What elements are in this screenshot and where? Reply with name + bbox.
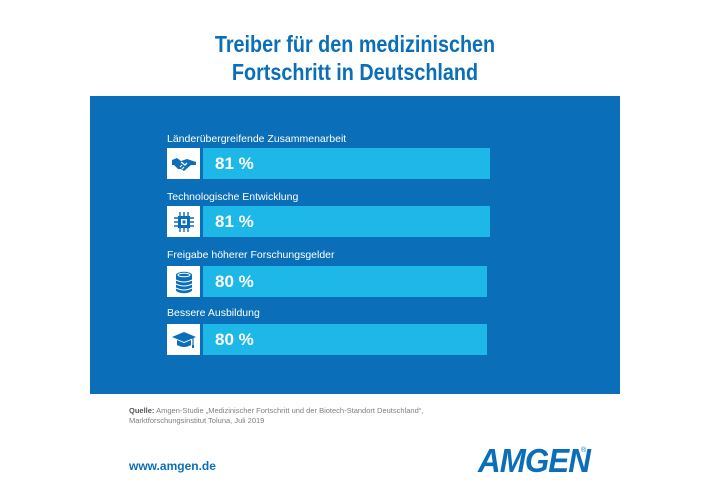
chart-title-line-2: Fortschritt in Deutschland bbox=[231, 59, 479, 85]
bar-2 bbox=[203, 266, 487, 297]
bar-1 bbox=[203, 206, 490, 237]
category-label: Bessere Ausbildung bbox=[167, 307, 260, 319]
bar-value-label: 81 % bbox=[215, 211, 254, 231]
source-label: Quelle: bbox=[129, 406, 155, 415]
chart-title-line-1: Treiber für den medizinischen bbox=[214, 31, 496, 57]
bar-3 bbox=[203, 324, 487, 355]
category-label: Freigabe höherer Forschungsgelder bbox=[167, 249, 335, 261]
chart-panel: Länderübergreifende Zusammenarbeit 81 % … bbox=[90, 96, 620, 394]
graduation-cap-icon bbox=[167, 324, 200, 355]
registered-mark: ® bbox=[581, 447, 587, 454]
bar-value-label: 81 % bbox=[215, 153, 254, 173]
microchip-icon bbox=[167, 206, 200, 237]
coins-icon bbox=[167, 266, 200, 297]
amgen-logo: AMGEN bbox=[478, 442, 591, 479]
website-link[interactable]: www.amgen.de bbox=[129, 459, 216, 473]
category-label: Technologische Entwicklung bbox=[167, 191, 299, 203]
bar-value-label: 80 % bbox=[215, 271, 254, 291]
bar-value-label: 80 % bbox=[215, 329, 254, 349]
chart-title: Treiber für den medizinischen Fortschrit… bbox=[50, 30, 661, 86]
handshake-icon bbox=[167, 148, 200, 179]
bar-0 bbox=[203, 148, 490, 179]
source-text: Amgen-Studie „Medizinischer Fortschritt … bbox=[129, 406, 424, 425]
category-label: Länderübergreifende Zusammenarbeit bbox=[167, 133, 347, 145]
source-note: Quelle: Amgen-Studie „Medizinischer Fort… bbox=[129, 406, 429, 426]
